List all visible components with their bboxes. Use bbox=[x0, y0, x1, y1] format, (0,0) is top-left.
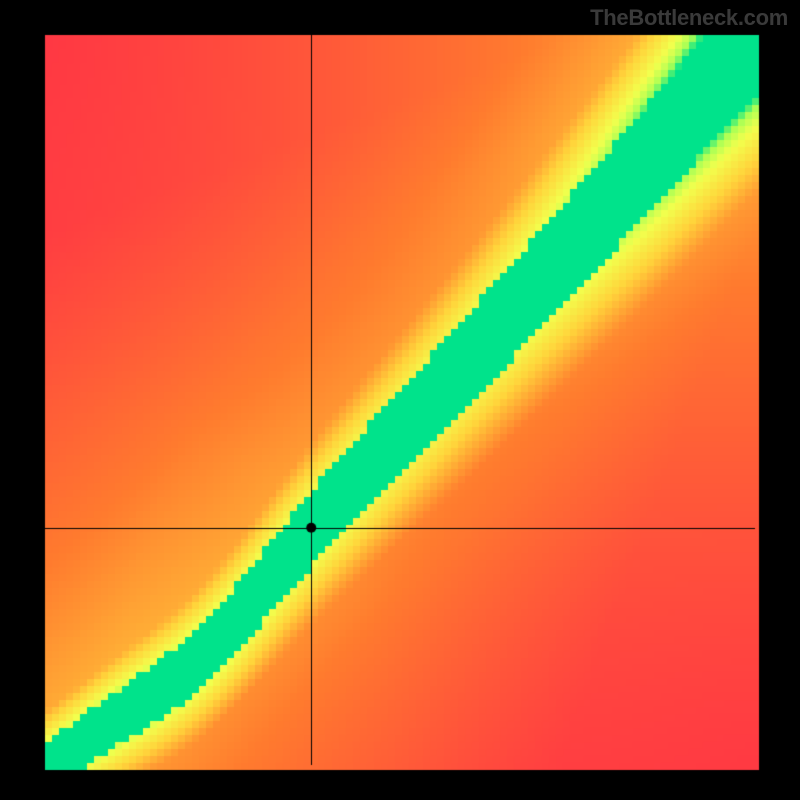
watermark-text: TheBottleneck.com bbox=[590, 5, 788, 31]
bottleneck-heatmap bbox=[0, 0, 800, 800]
chart-container: TheBottleneck.com bbox=[0, 0, 800, 800]
